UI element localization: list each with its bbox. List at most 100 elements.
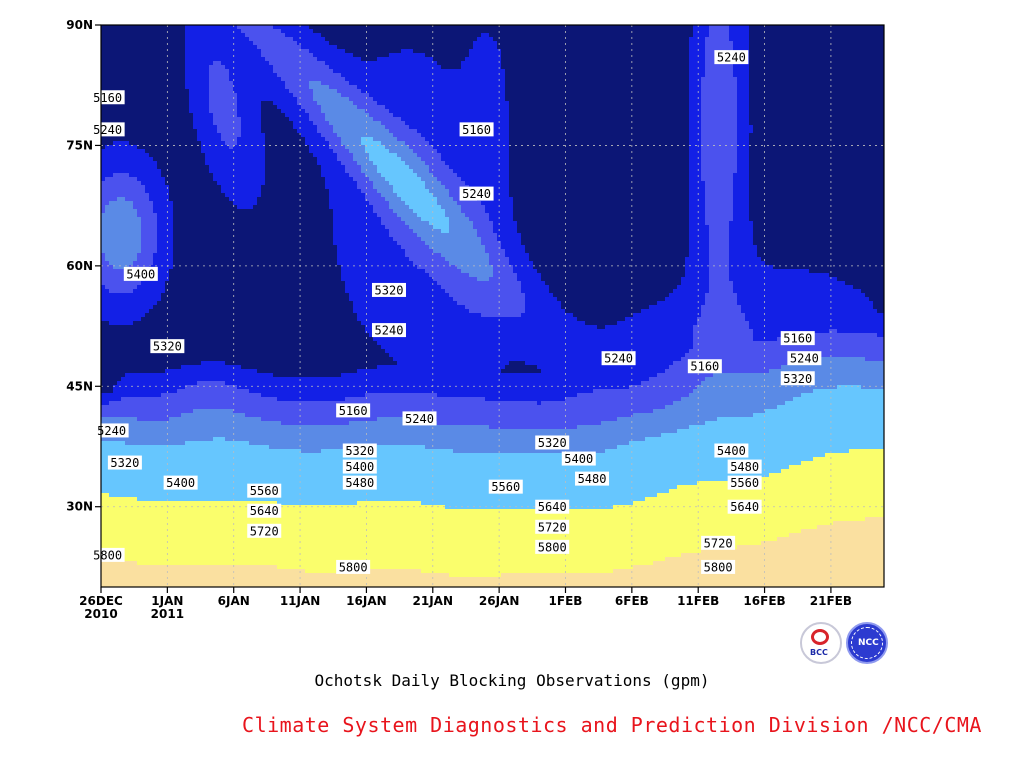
contour-fill-cell (445, 29, 449, 33)
contour-fill-cell (457, 37, 461, 41)
contour-fill-cell (617, 81, 621, 85)
contour-fill-cell (629, 97, 633, 101)
contour-fill-cell (345, 37, 349, 41)
contour-fill-cell (401, 25, 405, 29)
contour-fill-cell (745, 89, 749, 93)
contour-fill-cell (597, 77, 601, 81)
contour-fill-cell (253, 125, 257, 129)
contour-fill-cell (249, 93, 253, 97)
contour-fill-cell (113, 109, 117, 113)
contour-fill-cell (749, 57, 753, 61)
contour-fill-cell (561, 61, 565, 65)
contour-fill-cell (185, 89, 189, 93)
contour-fill-cell (833, 25, 837, 29)
contour-fill-cell (229, 41, 233, 45)
contour-fill-cell (113, 69, 117, 73)
contour-fill-cell (481, 73, 485, 77)
contour-fill-cell (689, 61, 693, 65)
contour-fill-cell (277, 93, 281, 97)
contour-fill-cell (141, 77, 145, 81)
contour-fill-cell (549, 109, 553, 113)
contour-fill-cell (269, 41, 273, 45)
contour-fill-cell (257, 25, 261, 29)
contour-fill-cell (637, 81, 641, 85)
contour-fill-cell (137, 117, 141, 121)
contour-fill-cell (529, 85, 533, 89)
contour-fill-cell (313, 73, 317, 77)
contour-fill-cell (225, 33, 229, 37)
contour-fill-cell (221, 57, 225, 61)
contour-fill-cell (105, 25, 109, 29)
contour-fill-cell (529, 97, 533, 101)
contour-fill-cell (297, 117, 301, 121)
contour-fill-cell (161, 109, 165, 113)
contour-fill-cell (601, 105, 605, 109)
contour-fill-cell (245, 77, 249, 81)
contour-fill-cell (157, 57, 161, 61)
contour-fill-cell (749, 41, 753, 45)
contour-fill-cell (393, 37, 397, 41)
contour-fill-cell (825, 81, 829, 85)
contour-fill-cell (749, 97, 753, 101)
contour-fill-cell (253, 85, 257, 89)
contour-fill-cell (781, 93, 785, 97)
contour-fill-cell (261, 81, 265, 85)
contour-fill-cell (769, 105, 773, 109)
contour-fill-cell (293, 53, 297, 57)
contour-fill-cell (681, 57, 685, 61)
contour-fill-cell (173, 49, 177, 53)
contour-fill-cell (209, 33, 213, 37)
contour-fill-cell (769, 69, 773, 73)
contour-fill-cell (693, 105, 697, 109)
contour-fill-cell (765, 57, 769, 61)
contour-fill-cell (385, 89, 389, 93)
contour-fill-cell (325, 61, 329, 65)
contour-fill-cell (309, 61, 313, 65)
contour-fill-cell (389, 121, 393, 125)
contour-fill-cell (621, 61, 625, 65)
contour-fill-cell (557, 53, 561, 57)
contour-fill-cell (397, 85, 401, 89)
contour-fill-cell (353, 57, 357, 61)
contour-fill-cell (657, 101, 661, 105)
contour-fill-cell (261, 89, 265, 93)
contour-fill-cell (361, 41, 365, 45)
contour-fill-cell (349, 77, 353, 81)
contour-fill-cell (553, 85, 557, 89)
contour-fill-cell (433, 113, 437, 117)
contour-fill-cell (481, 37, 485, 41)
contour-fill-cell (317, 73, 321, 77)
contour-fill-cell (421, 89, 425, 93)
contour-fill-cell (601, 77, 605, 81)
contour-fill-cell (417, 81, 421, 85)
contour-fill-cell (573, 109, 577, 113)
contour-fill-cell (677, 77, 681, 81)
contour-fill-cell (141, 37, 145, 41)
contour-fill-cell (421, 37, 425, 41)
contour-fill-cell (777, 105, 781, 109)
contour-fill-cell (389, 45, 393, 49)
contour-fill-cell (417, 113, 421, 117)
contour-fill-cell (625, 57, 629, 61)
contour-fill-cell (381, 25, 385, 29)
contour-fill-cell (685, 45, 689, 49)
contour-fill-cell (797, 69, 801, 73)
contour-fill-cell (413, 101, 417, 105)
contour-fill-cell (341, 113, 345, 117)
contour-fill-cell (189, 121, 193, 125)
contour-fill-cell (149, 57, 153, 61)
contour-fill-cell (385, 93, 389, 97)
contour-fill-cell (685, 49, 689, 53)
contour-fill-cell (241, 25, 245, 29)
contour-fill-cell (201, 85, 205, 89)
contour-fill-cell (525, 73, 529, 77)
contour-fill-cell (193, 69, 197, 73)
contour-fill-cell (337, 81, 341, 85)
contour-fill-cell (169, 105, 173, 109)
contour-fill-cell (269, 69, 273, 73)
contour-fill-cell (625, 25, 629, 29)
contour-fill-cell (589, 109, 593, 113)
contour-fill-cell (145, 89, 149, 93)
contour-fill-cell (769, 61, 773, 65)
contour-fill-cell (105, 81, 109, 85)
